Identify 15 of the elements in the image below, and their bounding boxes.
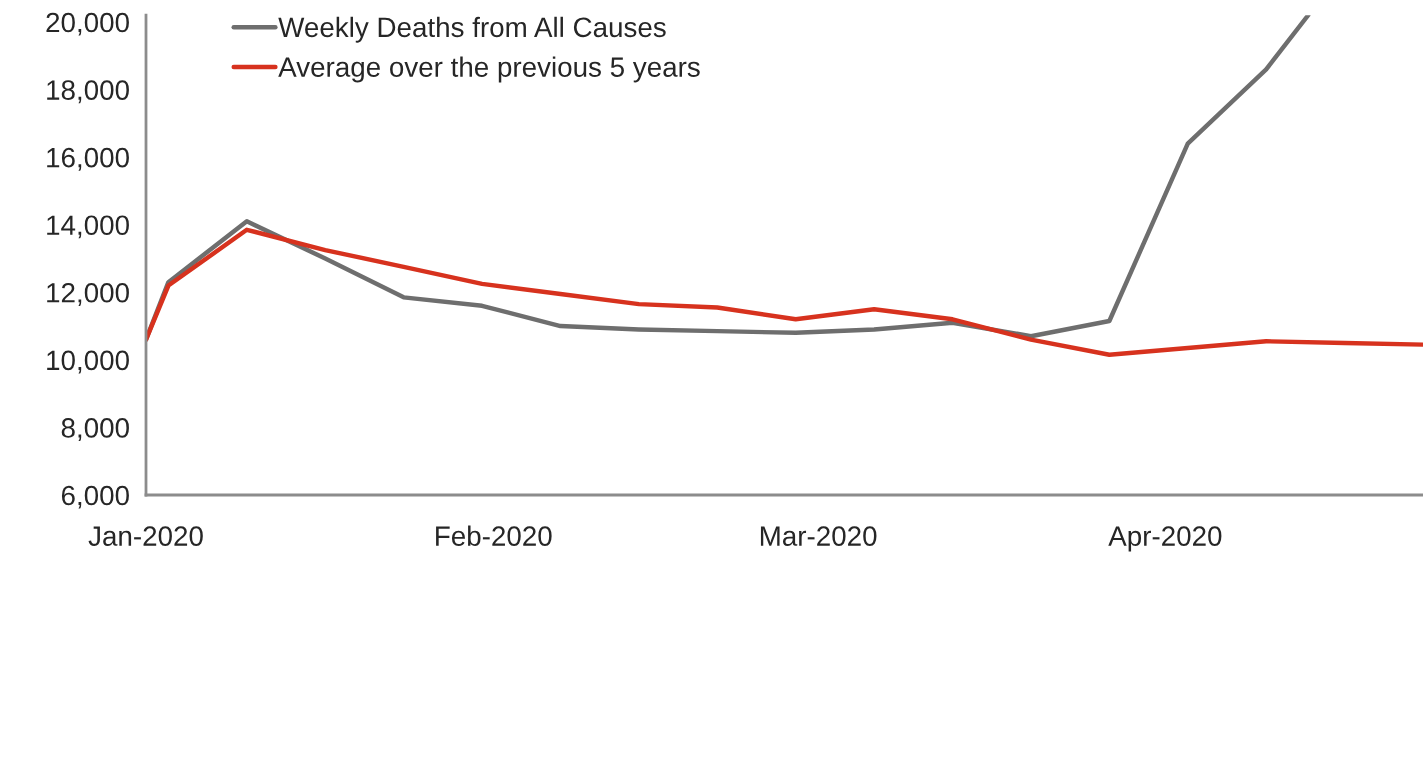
line-series xyxy=(146,227,1423,358)
x-tick-label: Apr-2020 xyxy=(1108,526,1222,552)
y-tick-label: 14,000 xyxy=(47,215,129,239)
y-tick-label: 18,000 xyxy=(47,80,129,104)
legend-label: Average over the previous 5 years xyxy=(278,56,700,83)
y-tick-label: 16,000 xyxy=(47,147,129,171)
y-tick-label: 12,000 xyxy=(47,282,129,306)
y-tick-label: 6,000 xyxy=(61,485,129,509)
y-tick-label: 10,000 xyxy=(47,350,129,374)
y-tick-label: 8,000 xyxy=(61,418,129,442)
legend-label: Weekly Deaths from All Causes xyxy=(278,16,666,43)
x-tick-label: Mar-2020 xyxy=(760,526,877,546)
y-tick-label: 20,000 xyxy=(46,12,129,36)
x-tick-label: Jan-2020 xyxy=(88,526,203,546)
x-tick-label: Feb-2020 xyxy=(436,525,552,546)
